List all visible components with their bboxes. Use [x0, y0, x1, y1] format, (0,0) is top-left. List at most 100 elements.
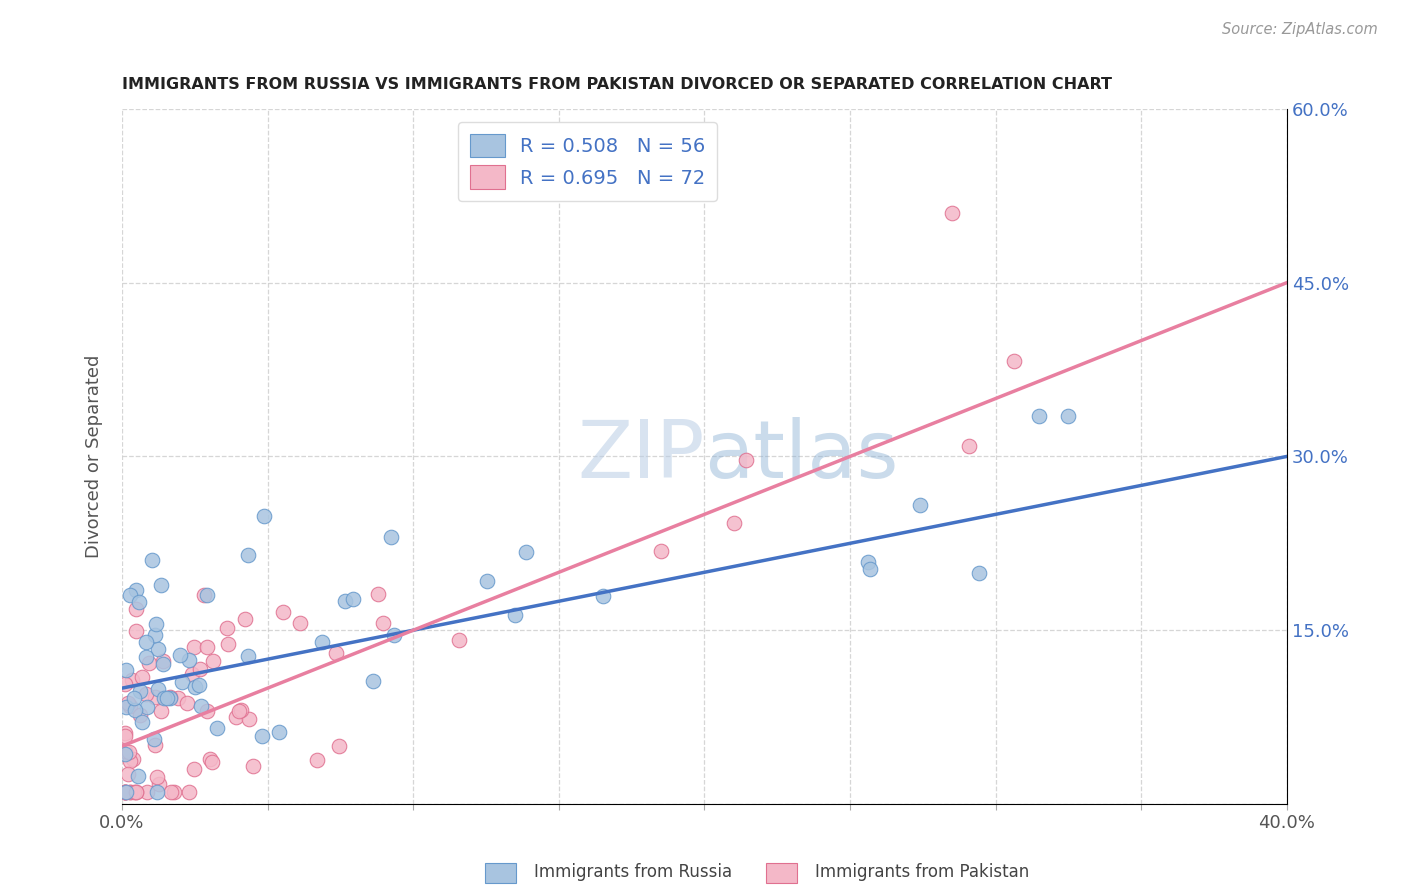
Point	[198, 752, 221, 766]
Point	[183, 763, 205, 777]
Point	[328, 739, 350, 753]
Point	[115, 663, 138, 677]
Point	[114, 785, 136, 799]
Point	[235, 612, 257, 626]
Point	[449, 633, 471, 648]
Text: IMMIGRANTS FROM RUSSIA VS IMMIGRANTS FROM PAKISTAN DIVORCED OR SEPARATED CORRELA: IMMIGRANTS FROM RUSSIA VS IMMIGRANTS FRO…	[122, 78, 1112, 93]
Point	[118, 588, 141, 602]
Point	[118, 745, 141, 759]
Point	[136, 699, 159, 714]
Point	[190, 698, 212, 713]
Point	[125, 582, 148, 597]
Point	[180, 667, 202, 681]
Point	[120, 785, 142, 799]
Point	[114, 785, 136, 799]
Point	[650, 543, 672, 558]
Point	[252, 729, 274, 743]
Point	[120, 785, 142, 799]
Point	[382, 628, 405, 642]
Point	[238, 712, 260, 726]
Point	[1002, 354, 1025, 368]
Point	[114, 676, 136, 690]
Point	[131, 670, 153, 684]
Point	[152, 690, 174, 705]
Point	[148, 777, 170, 791]
Point	[131, 714, 153, 729]
Point	[176, 696, 198, 710]
Point	[859, 562, 882, 576]
Point	[361, 674, 384, 689]
Point	[166, 690, 188, 705]
Point	[342, 592, 364, 607]
Point	[114, 785, 136, 799]
Point	[115, 700, 138, 714]
Point	[122, 691, 145, 706]
Text: Immigrants from Russia: Immigrants from Russia	[534, 863, 733, 881]
Point	[515, 545, 537, 559]
Point	[229, 703, 252, 717]
Point	[143, 628, 166, 642]
Point	[371, 616, 394, 631]
Point	[201, 755, 224, 769]
Point	[215, 620, 238, 634]
Point	[159, 690, 181, 705]
Point	[118, 698, 141, 713]
Point	[207, 721, 229, 735]
Point	[114, 785, 136, 799]
Point	[117, 696, 139, 710]
Point	[122, 752, 145, 766]
Point	[723, 516, 745, 530]
Point	[910, 499, 932, 513]
Point	[148, 682, 170, 697]
Point	[188, 662, 211, 676]
Point	[128, 707, 150, 722]
Point	[941, 206, 963, 220]
Text: ZIP: ZIP	[576, 417, 704, 495]
Point	[380, 530, 402, 544]
Point	[127, 769, 149, 783]
Point	[146, 770, 169, 784]
Point	[195, 640, 218, 655]
Point	[152, 654, 174, 668]
Point	[143, 738, 166, 752]
Legend: R = 0.508   N = 56, R = 0.695   N = 72: R = 0.508 N = 56, R = 0.695 N = 72	[458, 122, 717, 201]
Point	[177, 785, 200, 799]
Point	[150, 705, 173, 719]
Point	[146, 785, 169, 799]
Text: Source: ZipAtlas.com: Source: ZipAtlas.com	[1222, 22, 1378, 37]
Point	[143, 690, 166, 705]
Point	[325, 647, 347, 661]
Point	[136, 785, 159, 799]
Point	[125, 602, 148, 616]
Point	[122, 785, 145, 799]
Point	[242, 759, 264, 773]
Point	[269, 725, 291, 739]
Point	[114, 785, 136, 799]
Point	[183, 640, 205, 654]
Point	[114, 747, 136, 762]
Point	[114, 725, 136, 739]
Point	[367, 587, 389, 601]
Point	[163, 785, 186, 799]
Point	[592, 589, 614, 603]
Point	[124, 703, 146, 717]
Text: atlas: atlas	[704, 417, 898, 495]
Point	[225, 710, 247, 724]
Point	[142, 731, 165, 746]
Y-axis label: Divorced or Separated: Divorced or Separated	[86, 355, 103, 558]
Point	[114, 729, 136, 743]
Point	[1028, 409, 1050, 423]
Point	[169, 648, 191, 663]
Point	[114, 785, 136, 799]
Point	[236, 548, 259, 562]
Point	[152, 657, 174, 671]
Point	[138, 656, 160, 670]
Point	[195, 704, 218, 718]
Point	[159, 785, 181, 799]
Point	[333, 594, 356, 608]
Point	[197, 588, 219, 602]
Point	[117, 767, 139, 781]
Point	[856, 555, 879, 569]
Point	[135, 634, 157, 648]
Point	[179, 652, 201, 666]
